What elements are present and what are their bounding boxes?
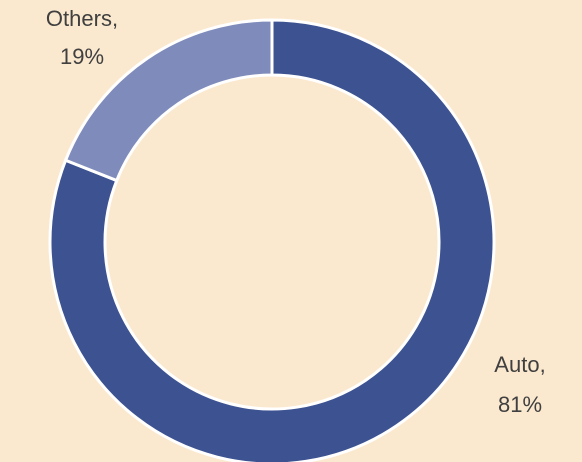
category-name: Auto — [494, 352, 539, 377]
category-name: Others — [46, 6, 112, 31]
data-label-name: Others, — [46, 6, 118, 31]
data-label-value: 81% — [498, 392, 542, 417]
label-separator: , — [540, 352, 546, 377]
data-label-name: Auto, — [494, 352, 545, 377]
donut-slice — [48, 18, 496, 462]
data-label-value: 19% — [60, 44, 104, 69]
label-separator: , — [112, 6, 118, 31]
donut-slice — [63, 18, 274, 183]
